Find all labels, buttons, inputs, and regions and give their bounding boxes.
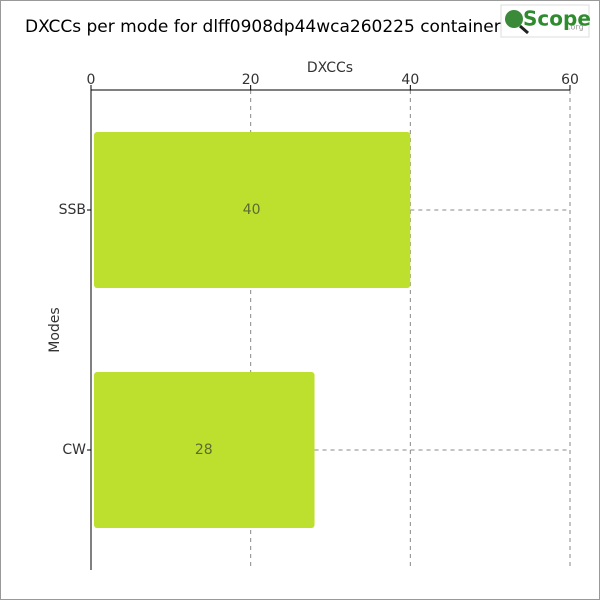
y-tick-label: CW (62, 442, 86, 458)
logo-text: Scope (523, 7, 591, 31)
x-tick-label: 0 (87, 72, 96, 88)
value-label: 40 (243, 202, 261, 218)
bar (94, 132, 411, 288)
x-tick-label: 20 (242, 72, 260, 88)
y-tick-label: SSB (59, 202, 86, 218)
logo-suffix: .org (568, 23, 584, 32)
x-axis-label: DXCCs (307, 60, 353, 76)
logo-handle (519, 24, 529, 35)
x-tick-label: 40 (401, 72, 419, 88)
logo-icon (505, 10, 523, 28)
value-label: 28 (195, 442, 213, 458)
chart-title: DXCCs per mode for dlff0908dp44wca260225… (25, 17, 505, 37)
x-tick-label: 60 (561, 72, 579, 88)
logo: Scope .org (500, 4, 591, 38)
y-axis-label: Modes (47, 307, 63, 352)
bar (94, 372, 315, 528)
